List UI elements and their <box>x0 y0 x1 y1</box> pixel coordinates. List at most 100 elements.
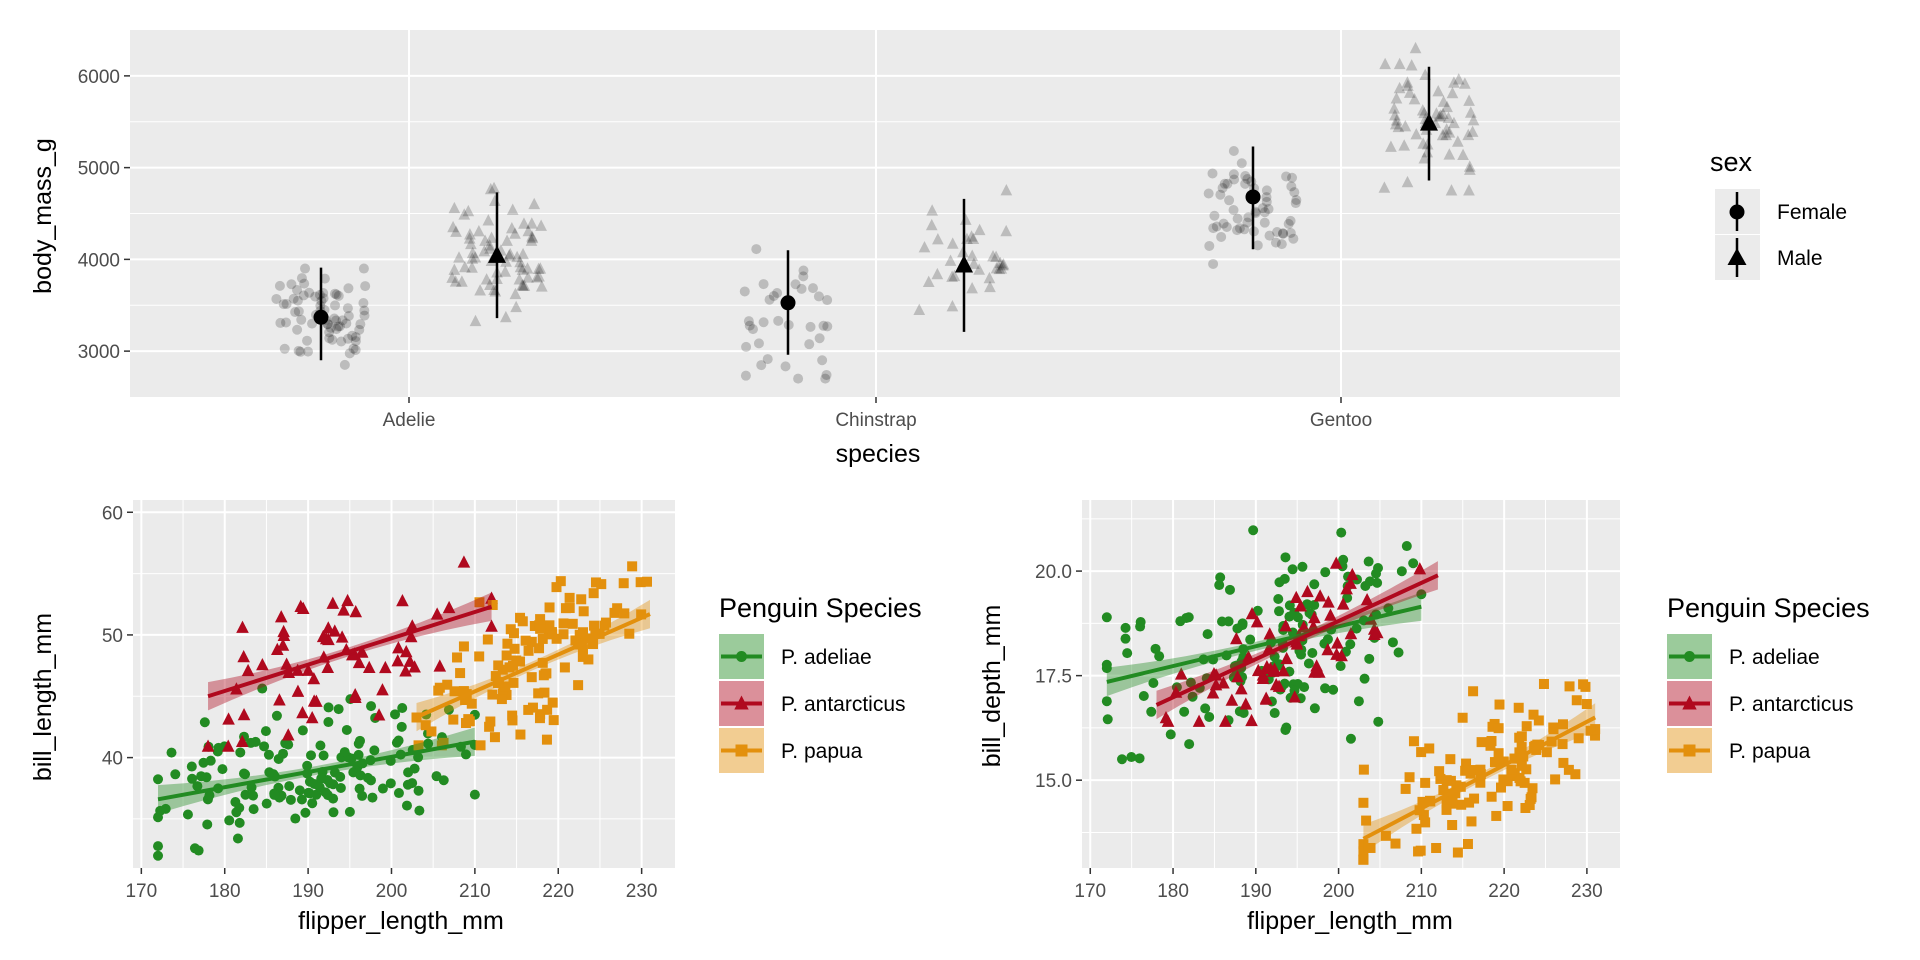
female-point <box>296 273 307 284</box>
female-point <box>281 299 292 310</box>
female-point <box>304 287 315 298</box>
male-point <box>1433 110 1446 122</box>
bill-length-panel: 170 180 190 200 210 220 230 40 50 60 <box>102 500 675 902</box>
y-tick-label: 6000 <box>78 67 120 88</box>
male-point <box>506 203 519 215</box>
p-adeliae-point <box>1289 685 1300 696</box>
male-point <box>1440 128 1453 141</box>
p-adeliae-point <box>414 805 425 816</box>
male-point <box>996 259 1009 271</box>
female-point <box>1261 185 1272 196</box>
male-point <box>1437 95 1450 107</box>
p-antarcticus-point <box>221 739 235 752</box>
p-adeliae-point <box>1401 541 1412 552</box>
p-adeliae-point <box>153 774 164 785</box>
p-papua-point <box>1563 764 1574 775</box>
p-antarcticus-point <box>256 657 269 671</box>
p-antarcticus-point <box>442 600 456 614</box>
p-adeliae-point <box>369 745 380 756</box>
p-papua-point <box>496 694 507 705</box>
male-point <box>449 275 462 287</box>
p-adeliae-point <box>187 773 198 784</box>
male-point <box>993 262 1006 275</box>
p-papua-point <box>1434 766 1445 777</box>
p-papua-point <box>1431 843 1442 854</box>
female-point <box>1222 178 1233 189</box>
male-point <box>1452 73 1465 85</box>
female-point <box>336 336 347 347</box>
male-point <box>1409 41 1422 54</box>
p-papua-point <box>574 629 585 640</box>
p-adeliae-point <box>1273 594 1284 605</box>
female-point <box>1281 171 1292 182</box>
male-point <box>994 256 1007 269</box>
p-antarcticus-point <box>1263 627 1277 640</box>
male-point <box>946 270 958 282</box>
p-adeliae-point <box>323 702 334 713</box>
male-point <box>513 273 526 285</box>
p-antarcticus-point <box>301 663 315 676</box>
p-adeliae-point <box>1224 584 1235 595</box>
p-adeliae-point <box>1101 612 1112 623</box>
p-papua-point <box>1502 801 1513 812</box>
p-antarcticus-point <box>1301 584 1314 598</box>
male-point <box>1445 184 1458 196</box>
male-point <box>1441 100 1453 113</box>
female-point <box>302 335 313 346</box>
p-antarcticus-point <box>1307 619 1320 633</box>
p-adeliae-point <box>1393 647 1404 658</box>
legend-key-circle <box>1684 651 1695 662</box>
female-point <box>278 299 289 310</box>
female-point <box>302 346 313 357</box>
male-point <box>966 282 978 294</box>
p-adeliae-point <box>423 738 434 749</box>
p-antarcticus-point <box>321 660 335 674</box>
male-point <box>918 241 931 253</box>
p-papua-point <box>1514 732 1525 743</box>
female-point <box>1278 228 1289 239</box>
p-adeliae-point <box>341 724 352 735</box>
p-adeliae-point <box>1320 683 1331 694</box>
male-point <box>1390 114 1403 126</box>
legend-key-triangle <box>734 695 749 710</box>
male-point <box>453 251 465 263</box>
p-papua-point <box>583 654 594 665</box>
p-papua-point <box>551 633 562 644</box>
p-adeliae-point <box>1281 722 1292 733</box>
male-point <box>1437 107 1449 119</box>
female-point <box>741 341 752 352</box>
female-point <box>758 317 769 328</box>
female-point <box>337 315 348 326</box>
p-papua-point <box>564 592 575 603</box>
p-adeliae-point <box>263 749 274 760</box>
p-adeliae-point <box>1117 754 1128 765</box>
p-antarcticus-point <box>372 708 386 721</box>
male-point <box>1385 140 1397 152</box>
female-point <box>299 278 310 289</box>
p-papua-point <box>1516 760 1527 771</box>
male-point <box>925 218 938 231</box>
p-antarcticus-point <box>1277 664 1290 677</box>
top-x-axis-title: species <box>836 440 921 468</box>
p-papua-point <box>1491 810 1502 821</box>
female-point <box>743 316 754 327</box>
p-antarcticus-point <box>1206 686 1220 699</box>
p-adeliae-point <box>1134 753 1145 764</box>
p-antarcticus-point <box>1279 619 1292 632</box>
p-papua-point <box>420 720 431 731</box>
male-point <box>1390 92 1403 104</box>
female-point <box>1208 223 1219 234</box>
p-papua-point <box>1557 719 1568 730</box>
p-papua-point <box>487 600 498 611</box>
male-point <box>1448 76 1460 88</box>
p-adeliae-point <box>393 788 404 799</box>
p-adeliae-point <box>204 790 215 801</box>
p-papua-point <box>484 721 495 732</box>
female-point <box>790 279 801 290</box>
female-point <box>758 279 769 290</box>
p-adeliae-point <box>1309 600 1320 611</box>
female-point <box>347 330 358 341</box>
y-tick-label: 15.0 <box>1035 771 1072 792</box>
female-point <box>762 354 773 365</box>
x-tick-label: 190 <box>292 881 324 902</box>
